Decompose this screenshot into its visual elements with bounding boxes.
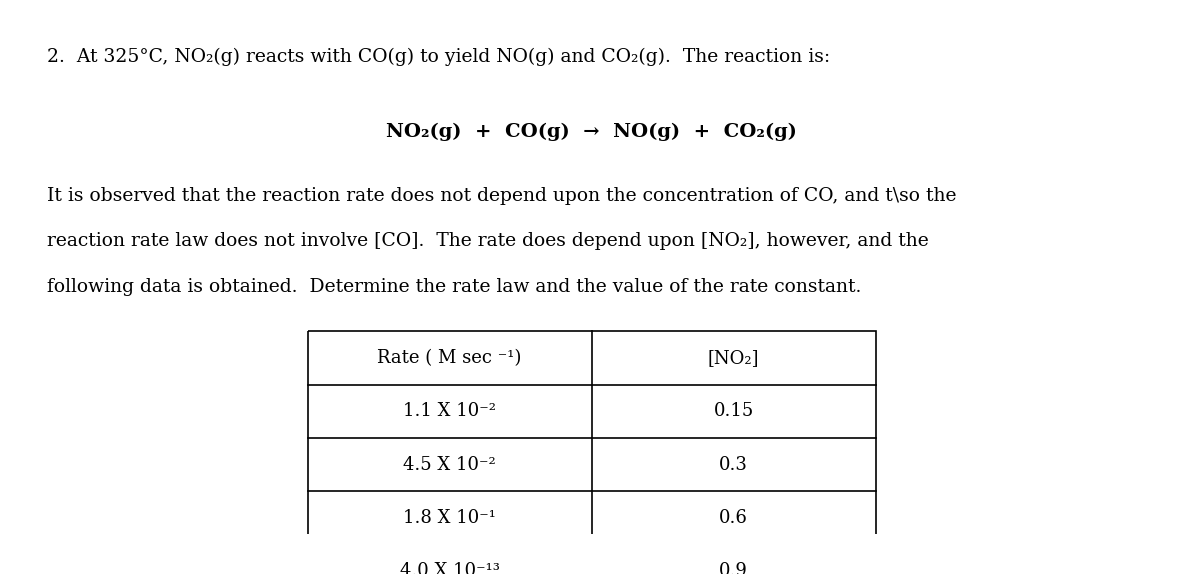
- Text: 4.5 X 10⁻²: 4.5 X 10⁻²: [403, 456, 496, 474]
- Text: NO₂(g)  +  CO(g)  →  NO(g)  +  CO₂(g): NO₂(g) + CO(g) → NO(g) + CO₂(g): [386, 123, 797, 141]
- Text: 1.8 X 10⁻¹: 1.8 X 10⁻¹: [403, 509, 496, 527]
- Text: 2.  At 325°C, NO₂(g) reacts with CO(g) to yield NO(g) and CO₂(g).  The reaction : 2. At 325°C, NO₂(g) reacts with CO(g) to…: [47, 48, 830, 67]
- Text: Rate ( M sec ⁻¹): Rate ( M sec ⁻¹): [378, 349, 522, 367]
- Text: 0.6: 0.6: [719, 509, 748, 527]
- Text: 0.3: 0.3: [719, 456, 748, 474]
- Text: following data is obtained.  Determine the rate law and the value of the rate co: following data is obtained. Determine th…: [47, 278, 862, 296]
- Text: [NO₂]: [NO₂]: [708, 349, 760, 367]
- Text: reaction rate law does not involve [CO].  The rate does depend upon [NO₂], howev: reaction rate law does not involve [CO].…: [47, 232, 929, 250]
- Text: It is observed that the reaction rate does not depend upon the concentration of : It is observed that the reaction rate do…: [47, 187, 956, 205]
- Text: 0.9: 0.9: [719, 563, 748, 574]
- Text: 4.0 X 10⁻¹³: 4.0 X 10⁻¹³: [400, 563, 499, 574]
- Text: 1.1 X 10⁻²: 1.1 X 10⁻²: [403, 402, 496, 420]
- Text: 0.15: 0.15: [714, 402, 754, 420]
